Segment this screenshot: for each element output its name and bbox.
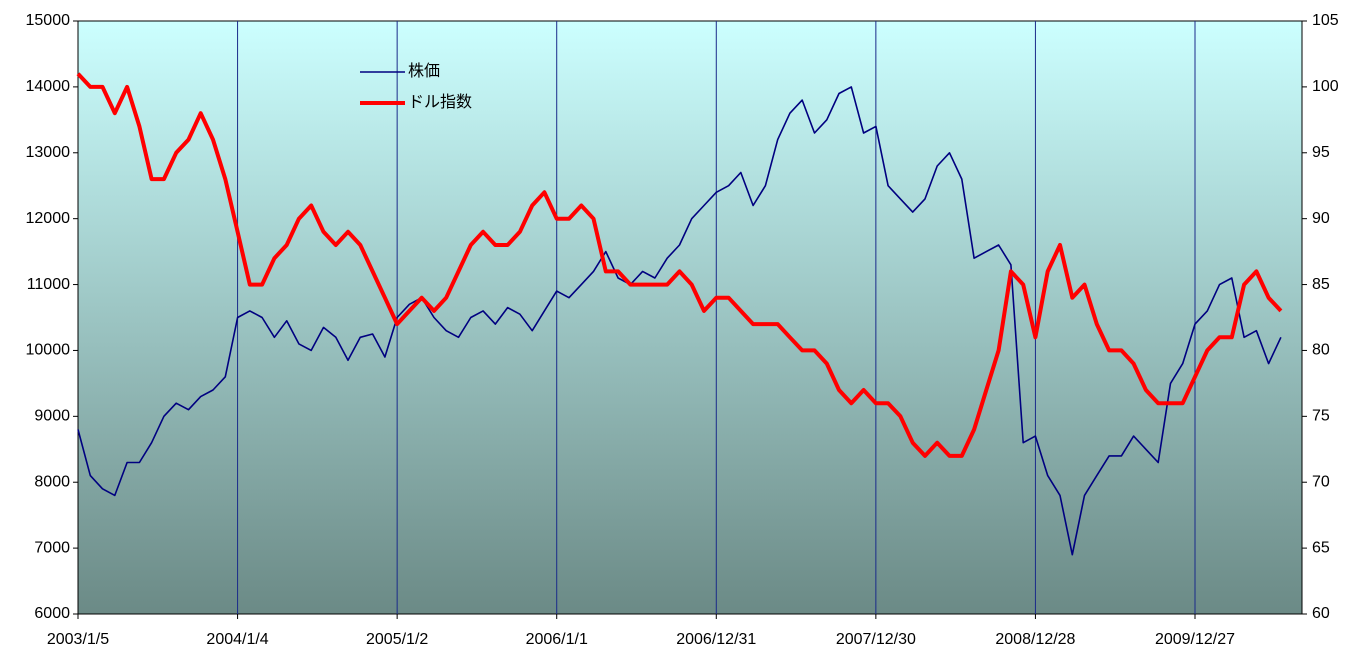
y2-tick-label: 105 — [1312, 12, 1339, 29]
y-tick-label: 13000 — [26, 144, 71, 161]
x-tick-label: 2007/12/30 — [836, 631, 916, 648]
y-tick-label: 14000 — [26, 78, 71, 95]
y-tick-label: 7000 — [34, 539, 70, 556]
y2-tick-label: 70 — [1312, 473, 1330, 490]
y-tick-label: 8000 — [34, 473, 70, 490]
series-line — [77, 86, 1282, 556]
y2-tick-label: 100 — [1312, 78, 1339, 95]
y2-tick-label: 60 — [1312, 605, 1330, 622]
y-tick-label: 15000 — [26, 12, 71, 29]
y2-tick-label: 75 — [1312, 408, 1330, 425]
y2-tick-label: 85 — [1312, 276, 1330, 293]
x-tick-label: 2006/1/1 — [526, 631, 588, 648]
x-tick-label: 2008/12/28 — [995, 631, 1075, 648]
x-tick-label: 2006/12/31 — [676, 631, 756, 648]
x-tick-label: 2009/12/27 — [1155, 631, 1235, 648]
y2-tick-label: 90 — [1312, 210, 1330, 227]
series-line — [76, 72, 1283, 458]
y2-tick-label: 65 — [1312, 539, 1330, 556]
y-tick-label: 9000 — [34, 408, 70, 425]
x-tick-label: 2004/1/4 — [206, 631, 268, 648]
y-tick-label: 11000 — [27, 276, 70, 293]
y2-tick-label: 95 — [1312, 144, 1330, 161]
plot-area — [77, 20, 1303, 615]
y-tick-label: 12000 — [26, 210, 71, 227]
y-tick-label: 6000 — [34, 605, 70, 622]
y2-tick-label: 80 — [1312, 342, 1330, 359]
x-tick-label: 2003/1/5 — [47, 631, 109, 648]
legend-label: ドル指数 — [408, 93, 472, 111]
x-tick-label: 2005/1/2 — [366, 631, 428, 648]
legend-label: 株価 — [408, 62, 440, 80]
y-tick-label: 10000 — [26, 342, 71, 359]
